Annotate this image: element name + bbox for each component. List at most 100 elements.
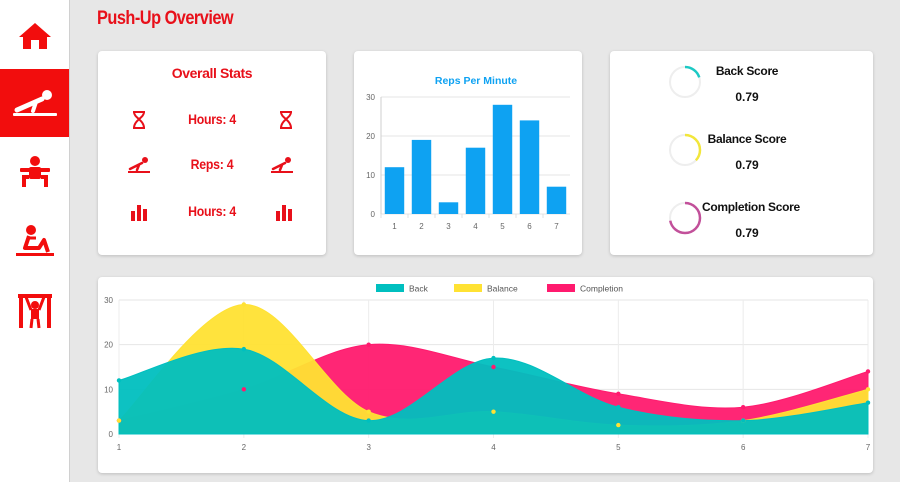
nav-item-home[interactable]: [0, 2, 69, 70]
chart-legend: Back Balance Completion: [376, 284, 623, 294]
data-point: [865, 400, 871, 405]
x-tick-label: 6: [527, 222, 532, 231]
bar: [438, 202, 459, 214]
x-tick-label: 3: [446, 222, 451, 231]
data-point: [366, 342, 371, 347]
stat-row-hours: Hours: 4: [98, 108, 326, 132]
y-tick-label: 10: [366, 171, 375, 180]
score-trend-card: 0 10 20 30 1 2 3 4 5 6 7 Back Balance Completion: [98, 277, 873, 473]
scores-card: Back Score 0.79 Balance Score 0.79 Compl…: [610, 51, 873, 255]
page-title: Push-Up Overview: [97, 8, 234, 29]
x-tick-label: 2: [242, 443, 247, 452]
y-tick-label: 30: [104, 296, 113, 305]
data-point: [241, 387, 247, 392]
legend-label[interactable]: Completion: [580, 284, 623, 294]
data-point: [241, 346, 247, 352]
bar: [384, 167, 405, 214]
stat-row-reps: Reps: 4: [98, 153, 326, 177]
nav-item-sit-ups[interactable]: [0, 207, 69, 275]
back-score-value: 0.79: [735, 90, 759, 104]
legend-label[interactable]: Balance: [487, 284, 518, 294]
bar: [411, 139, 432, 214]
completion-score-ring: [668, 201, 702, 235]
hourglass-icon: [274, 108, 298, 132]
x-tick-label: 7: [866, 443, 871, 452]
back-score-label: Back Score: [715, 64, 779, 78]
completion-score-value: 0.79: [735, 226, 759, 240]
pull-up-icon: [17, 294, 52, 329]
overall-stats-title: Overall Stats: [171, 65, 253, 81]
y-tick-label: 10: [104, 385, 113, 394]
x-tick-label: 4: [491, 443, 496, 452]
bar-chart-icon: [272, 200, 296, 224]
x-tick-label: 2: [419, 222, 424, 231]
nav-item-pull-ups[interactable]: [0, 277, 69, 345]
score-trend-chart: 0 10 20 30 1 2 3 4 5 6 7 Back Balance Completion: [104, 284, 871, 453]
bar: [519, 120, 540, 214]
sit-up-icon: [15, 225, 54, 256]
sidebar: [0, 0, 70, 482]
balance-score-ring: [668, 133, 702, 167]
data-point: [616, 422, 621, 428]
chart-title: Reps Per Minute: [435, 75, 517, 87]
data-point: [366, 409, 371, 414]
push-up-icon: [270, 153, 294, 177]
legend-swatch[interactable]: [547, 284, 575, 292]
x-tick-label: 1: [392, 222, 397, 231]
data-point: [491, 364, 496, 370]
bar: [546, 186, 567, 214]
y-tick-label: 0: [109, 430, 114, 439]
legend-swatch[interactable]: [454, 284, 482, 292]
data-point: [740, 418, 746, 423]
push-up-icon: [12, 90, 57, 116]
data-point: [740, 405, 746, 410]
data-point: [116, 418, 122, 423]
score-row-completion: Completion Score 0.79: [610, 200, 873, 246]
back-score-ring: [668, 65, 702, 99]
nav-item-push-ups[interactable]: [0, 69, 69, 137]
completion-score-label: Completion Score: [702, 200, 800, 214]
overall-stats-card: Overall Stats Hours: 4 Reps: 4 Hours: 4: [98, 51, 326, 255]
x-tick-label: 1: [117, 443, 122, 452]
bar: [492, 104, 513, 214]
bar: [465, 147, 486, 214]
data-point: [865, 369, 871, 374]
data-point: [616, 391, 621, 396]
x-tick-label: 7: [554, 222, 559, 231]
data-point: [241, 302, 247, 307]
y-tick-label: 20: [366, 132, 375, 141]
x-tick-label: 3: [366, 443, 371, 452]
y-tick-label: 30: [366, 93, 375, 102]
reps-per-minute-card: Reps Per Minute 0 10 20 30 1 2 3 4 5 6 7: [354, 51, 582, 255]
x-tick-label: 4: [473, 222, 478, 231]
data-point: [491, 355, 496, 361]
stat-row-hours-2: Hours: 4: [98, 200, 326, 224]
data-point: [366, 418, 371, 423]
score-row-balance: Balance Score 0.79: [610, 132, 873, 178]
area-back: [118, 347, 869, 435]
data-point: [491, 409, 496, 414]
y-tick-label: 20: [104, 341, 113, 350]
squat-icon: [19, 156, 50, 187]
y-tick-label: 0: [371, 210, 376, 219]
bar-chart-icon: [127, 200, 151, 224]
balance-score-label: Balance Score: [707, 132, 787, 146]
hourglass-icon: [127, 108, 151, 132]
x-tick-label: 5: [616, 443, 621, 452]
stat-reps-text: Reps: 4: [190, 156, 234, 172]
stat-hours-text: Hours: 4: [188, 111, 236, 127]
home-icon: [18, 23, 51, 49]
nav-item-squats[interactable]: [0, 138, 69, 206]
push-up-icon: [127, 153, 151, 177]
x-tick-label: 6: [741, 443, 746, 452]
data-point: [616, 405, 621, 410]
data-point: [116, 378, 122, 383]
legend-label[interactable]: Back: [409, 284, 429, 294]
reps-per-minute-chart: Reps Per Minute 0 10 20 30 1 2 3 4 5 6 7: [366, 75, 570, 231]
x-tick-label: 5: [500, 222, 505, 231]
stat-hours-2-text: Hours: 4: [188, 203, 236, 219]
legend-swatch[interactable]: [376, 284, 404, 292]
balance-score-value: 0.79: [735, 158, 759, 172]
data-point: [865, 387, 871, 392]
score-row-back: Back Score 0.79: [610, 64, 873, 110]
